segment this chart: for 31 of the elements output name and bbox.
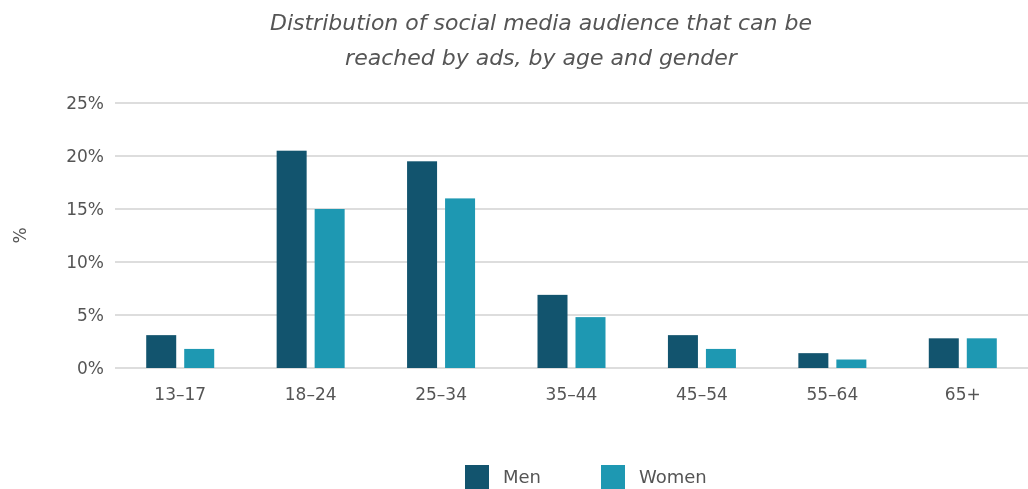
y-axis-title: % [10,227,30,244]
bar [667,335,698,368]
y-tick-label: 0% [77,357,104,378]
x-tick-label: 35–44 [545,384,598,404]
bar [928,338,959,368]
x-tick-label: 45–54 [676,384,728,404]
legend-label: Women [639,466,707,488]
y-tick-label: 5% [77,304,104,325]
x-tick-label: 13–17 [154,384,207,404]
bar [575,317,606,368]
bar [537,294,568,368]
x-tick-label: 18–24 [284,384,337,404]
bar [407,161,438,368]
x-tick-label: 65+ [944,384,981,404]
x-tick-label: 55–64 [806,384,859,404]
bar [705,348,736,368]
x-tick-label: 25–34 [415,384,467,404]
chart-title: Distribution of social media audience that can be reached by ads, by age and gender [269,10,813,70]
y-tick-label: 20% [66,145,104,166]
bar [966,338,997,368]
bar [314,209,345,368]
y-tick-label: 15% [66,198,104,219]
bar [445,198,476,368]
bar [276,150,307,368]
legend-label: Men [503,466,542,488]
y-tick-label: 10% [66,251,104,272]
bar [184,348,215,368]
bar [798,353,829,368]
y-tick-label: 25% [66,92,104,113]
bar [146,335,177,368]
bar [836,359,867,368]
